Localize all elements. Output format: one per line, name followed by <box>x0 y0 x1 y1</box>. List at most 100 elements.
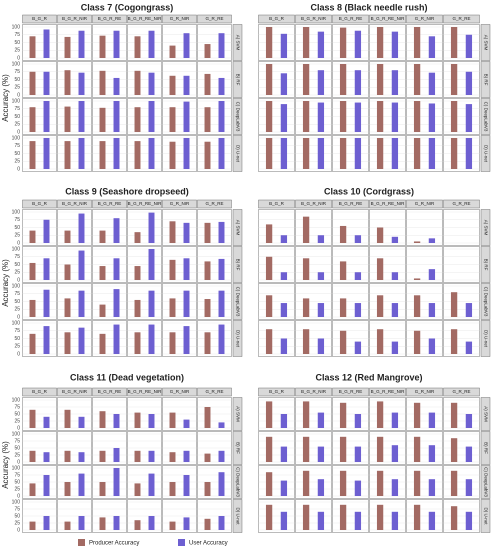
bar <box>218 472 225 496</box>
bar <box>64 409 71 428</box>
bar <box>339 101 347 132</box>
bar <box>265 138 273 169</box>
bar <box>78 72 85 95</box>
y-tick-label: 100 <box>12 283 21 289</box>
bar <box>148 30 155 58</box>
y-tick-label: 100 <box>12 397 21 403</box>
bar <box>204 107 211 132</box>
bar <box>183 138 190 169</box>
bar <box>99 304 106 317</box>
bar <box>134 332 141 354</box>
column-label: B_G_R_RE <box>339 201 363 206</box>
column-label: G_R_RE <box>452 16 470 21</box>
bar <box>113 289 120 317</box>
bar <box>428 138 436 169</box>
row-label: A) SVM <box>235 406 240 422</box>
bar <box>183 290 190 317</box>
y-tick-label: 100 <box>12 98 21 104</box>
column-strip <box>369 387 406 397</box>
bar <box>43 289 50 317</box>
bar <box>339 436 347 462</box>
column-label: B_G_R <box>32 201 48 206</box>
bar <box>376 138 384 169</box>
bar <box>265 224 273 243</box>
y-tick-label: 100 <box>12 61 21 67</box>
bar <box>43 475 50 496</box>
bar <box>465 511 473 530</box>
bar <box>317 70 325 95</box>
bar <box>204 73 211 95</box>
bar <box>113 218 120 243</box>
row-strip <box>232 98 243 135</box>
bar <box>99 450 106 462</box>
bar <box>43 326 50 354</box>
y-tick-label: 25 <box>14 418 20 424</box>
legend-swatch <box>178 539 185 546</box>
bar <box>413 101 421 132</box>
bar <box>99 266 106 280</box>
y-tick-label: 50 <box>14 336 20 342</box>
column-strip <box>197 199 232 209</box>
bar <box>99 70 106 95</box>
y-tick-label: 75 <box>14 438 20 444</box>
bar <box>29 230 36 243</box>
row-strip <box>480 431 491 465</box>
bar <box>354 235 362 243</box>
bar <box>134 232 141 243</box>
y-tick-label: 75 <box>14 217 20 223</box>
y-tick-label: 0 <box>17 129 20 135</box>
bar <box>280 414 288 428</box>
bar <box>64 482 71 496</box>
bar <box>450 470 458 496</box>
bar <box>204 453 211 462</box>
bar <box>265 504 273 530</box>
bar <box>29 333 36 354</box>
panel-title: Class 7 (Cogongrass) <box>81 2 174 12</box>
bar <box>465 303 473 317</box>
row-strip <box>232 465 243 499</box>
bar <box>376 258 384 280</box>
bar <box>113 448 120 462</box>
row-strip <box>480 397 491 431</box>
row-strip <box>480 320 491 357</box>
y-tick-label: 25 <box>14 344 20 350</box>
row-label: B) RF <box>235 74 240 86</box>
bar <box>302 504 310 530</box>
y-tick-label: 50 <box>14 513 20 519</box>
y-axis-label: Accuracy (%) <box>1 74 10 122</box>
row-label: C) DeepLabV3 <box>235 467 240 497</box>
column-label: B_G_R_RE_NIR <box>371 16 406 21</box>
column-strip <box>197 387 232 397</box>
column-label: G_R_RE <box>205 389 223 394</box>
bar <box>148 249 155 280</box>
bar <box>29 409 36 428</box>
bar <box>428 511 436 530</box>
bar <box>134 70 141 95</box>
bar <box>413 27 421 58</box>
bar <box>376 329 384 354</box>
column-label: B_G_R_RE_NIR <box>371 201 406 206</box>
bar <box>465 34 473 58</box>
bar <box>354 341 362 354</box>
bar <box>148 72 155 95</box>
bar <box>465 71 473 95</box>
bar <box>113 468 120 496</box>
column-label: B_G_R_RE <box>98 16 122 21</box>
row-label: B) RF <box>235 259 240 271</box>
bar <box>183 517 190 530</box>
bar <box>428 445 436 462</box>
column-label: G_R_NIR <box>415 389 435 394</box>
bar <box>391 511 399 530</box>
y-tick-label: 0 <box>17 425 20 431</box>
bar <box>391 31 399 58</box>
bar <box>450 101 458 132</box>
bar <box>450 292 458 317</box>
bar <box>317 138 325 169</box>
bar <box>148 516 155 530</box>
bar <box>99 482 106 496</box>
bar <box>204 407 211 428</box>
y-tick-label: 75 <box>14 291 20 297</box>
bar <box>339 138 347 169</box>
column-label: B_G_R <box>269 201 285 206</box>
bar <box>280 303 288 317</box>
